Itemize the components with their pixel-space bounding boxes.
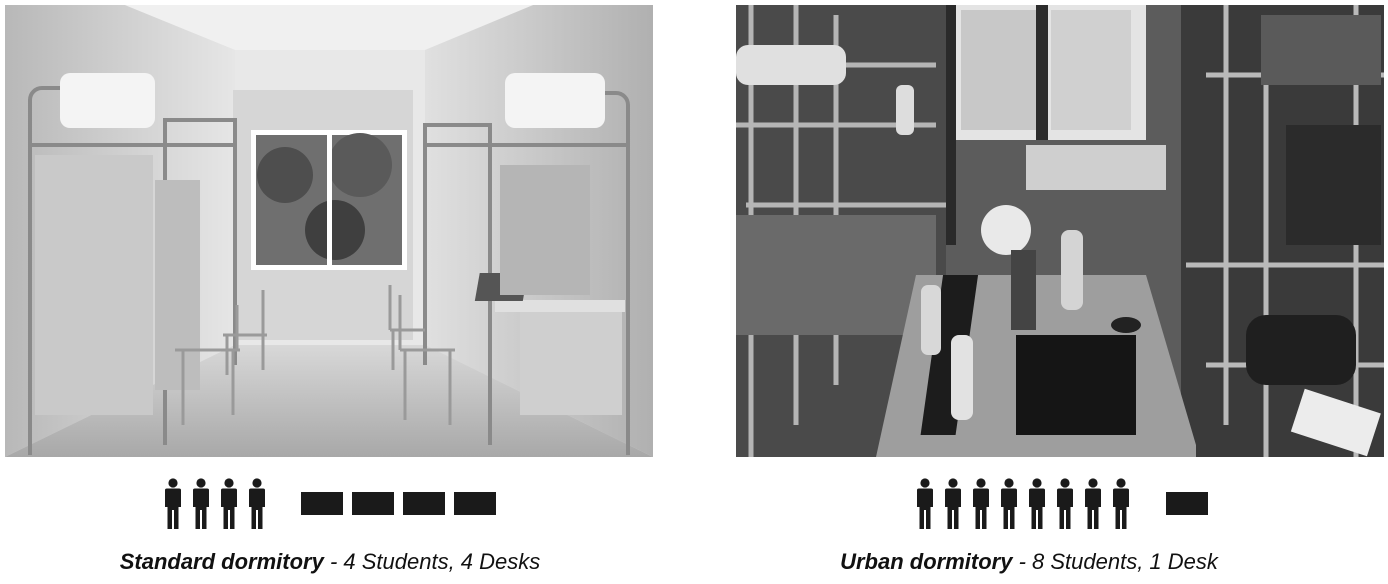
person-icon bbox=[218, 478, 240, 530]
caption-detail: - 4 Students, 4 Desks bbox=[323, 549, 541, 574]
caption-title: Standard dormitory bbox=[119, 549, 324, 574]
person-icon bbox=[1026, 478, 1048, 530]
standard-dormitory-caption: Standard dormitory - 4 Students, 4 Desks bbox=[0, 549, 680, 575]
standard-dormitory-panel: Standard dormitory - 4 Students, 4 Desks bbox=[0, 5, 680, 575]
person-icon bbox=[970, 478, 992, 530]
urban-dormitory-icon-row bbox=[912, 478, 1212, 530]
person-icon bbox=[1110, 478, 1132, 530]
standard-dormitory-photo bbox=[5, 5, 653, 457]
person-icon bbox=[1054, 478, 1076, 530]
desk-icon bbox=[454, 492, 496, 515]
person-icon bbox=[914, 478, 936, 530]
person-icon bbox=[190, 478, 212, 530]
urban-dormitory-caption: Urban dormitory - 8 Students, 1 Desk bbox=[679, 549, 1379, 575]
person-icon bbox=[246, 478, 268, 530]
desk-icon bbox=[352, 492, 394, 515]
desk-icon bbox=[1166, 492, 1208, 515]
standard-dormitory-icon-row bbox=[160, 478, 520, 530]
urban-dormitory-photo bbox=[736, 5, 1384, 457]
desk-icon bbox=[403, 492, 445, 515]
person-icon bbox=[162, 478, 184, 530]
caption-detail: - 8 Students, 1 Desk bbox=[1012, 549, 1218, 574]
person-icon bbox=[1082, 478, 1104, 530]
urban-dormitory-illustration bbox=[736, 5, 1384, 457]
desk-icon bbox=[301, 492, 343, 515]
urban-dormitory-panel: Urban dormitory - 8 Students, 1 Desk bbox=[694, 0, 1388, 584]
caption-title: Urban dormitory bbox=[840, 549, 1013, 574]
person-icon bbox=[998, 478, 1020, 530]
person-icon bbox=[942, 478, 964, 530]
standard-dormitory-illustration bbox=[5, 5, 653, 457]
